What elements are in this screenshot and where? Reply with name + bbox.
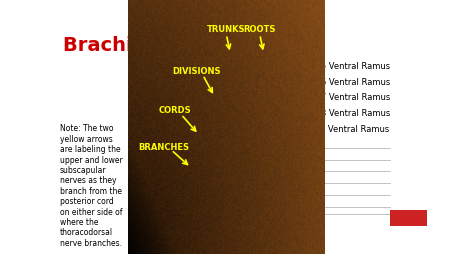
- Text: DIVISIONS: DIVISIONS: [173, 67, 221, 76]
- Text: C7 Ventral Ramus: C7 Ventral Ramus: [315, 93, 390, 102]
- Text: Note: The two
yellow arrows
are labeling the
upper and lower
subscapular
nerves : Note: The two yellow arrows are labeling…: [60, 124, 123, 248]
- Text: Brachial Plexus: Brachial Plexus: [63, 36, 231, 55]
- Bar: [390, 210, 427, 226]
- Text: T1 Ventral Ramus: T1 Ventral Ramus: [315, 125, 389, 134]
- Text: C6 Ventral Ramus: C6 Ventral Ramus: [315, 78, 390, 87]
- Text: C8 Ventral Ramus: C8 Ventral Ramus: [315, 109, 390, 118]
- Text: BRANCHES: BRANCHES: [138, 143, 189, 152]
- Text: TRUNKS: TRUNKS: [207, 25, 246, 34]
- Text: ROOTS: ROOTS: [244, 25, 276, 34]
- Text: CORDS: CORDS: [159, 106, 191, 115]
- Text: C5 Ventral Ramus: C5 Ventral Ramus: [315, 62, 390, 71]
